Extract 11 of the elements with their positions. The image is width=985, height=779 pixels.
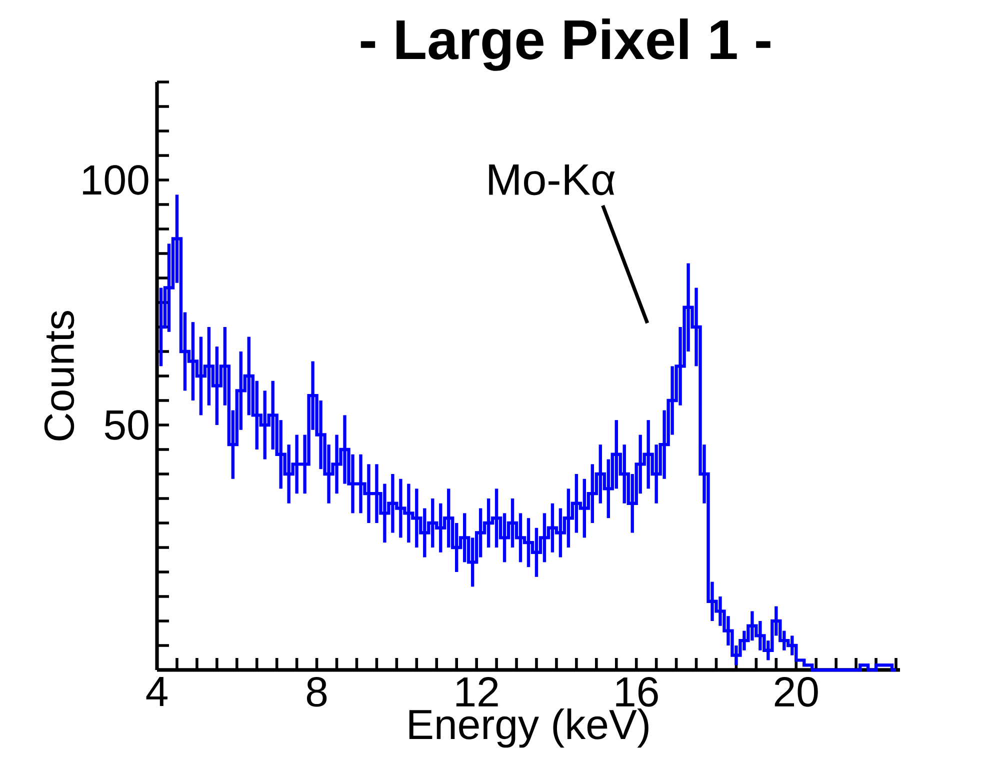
x-tick-label: 4 [146, 677, 168, 706]
annotation: Mo-Kα [489, 164, 615, 196]
x-tick-label: 20 [774, 677, 818, 707]
y-tick-label: 100 [83, 165, 148, 195]
x-tick-label: 8 [306, 677, 327, 707]
y-axis-title: Counts [44, 310, 74, 440]
x-tick-label: 16 [616, 677, 658, 707]
x-tick-label: 12 [456, 677, 498, 706]
y-tick-label: 50 [104, 410, 148, 440]
x-axis-title: Energy (keV) [409, 708, 648, 748]
chart-title: - Large Pixel 1 - [360, 18, 770, 71]
